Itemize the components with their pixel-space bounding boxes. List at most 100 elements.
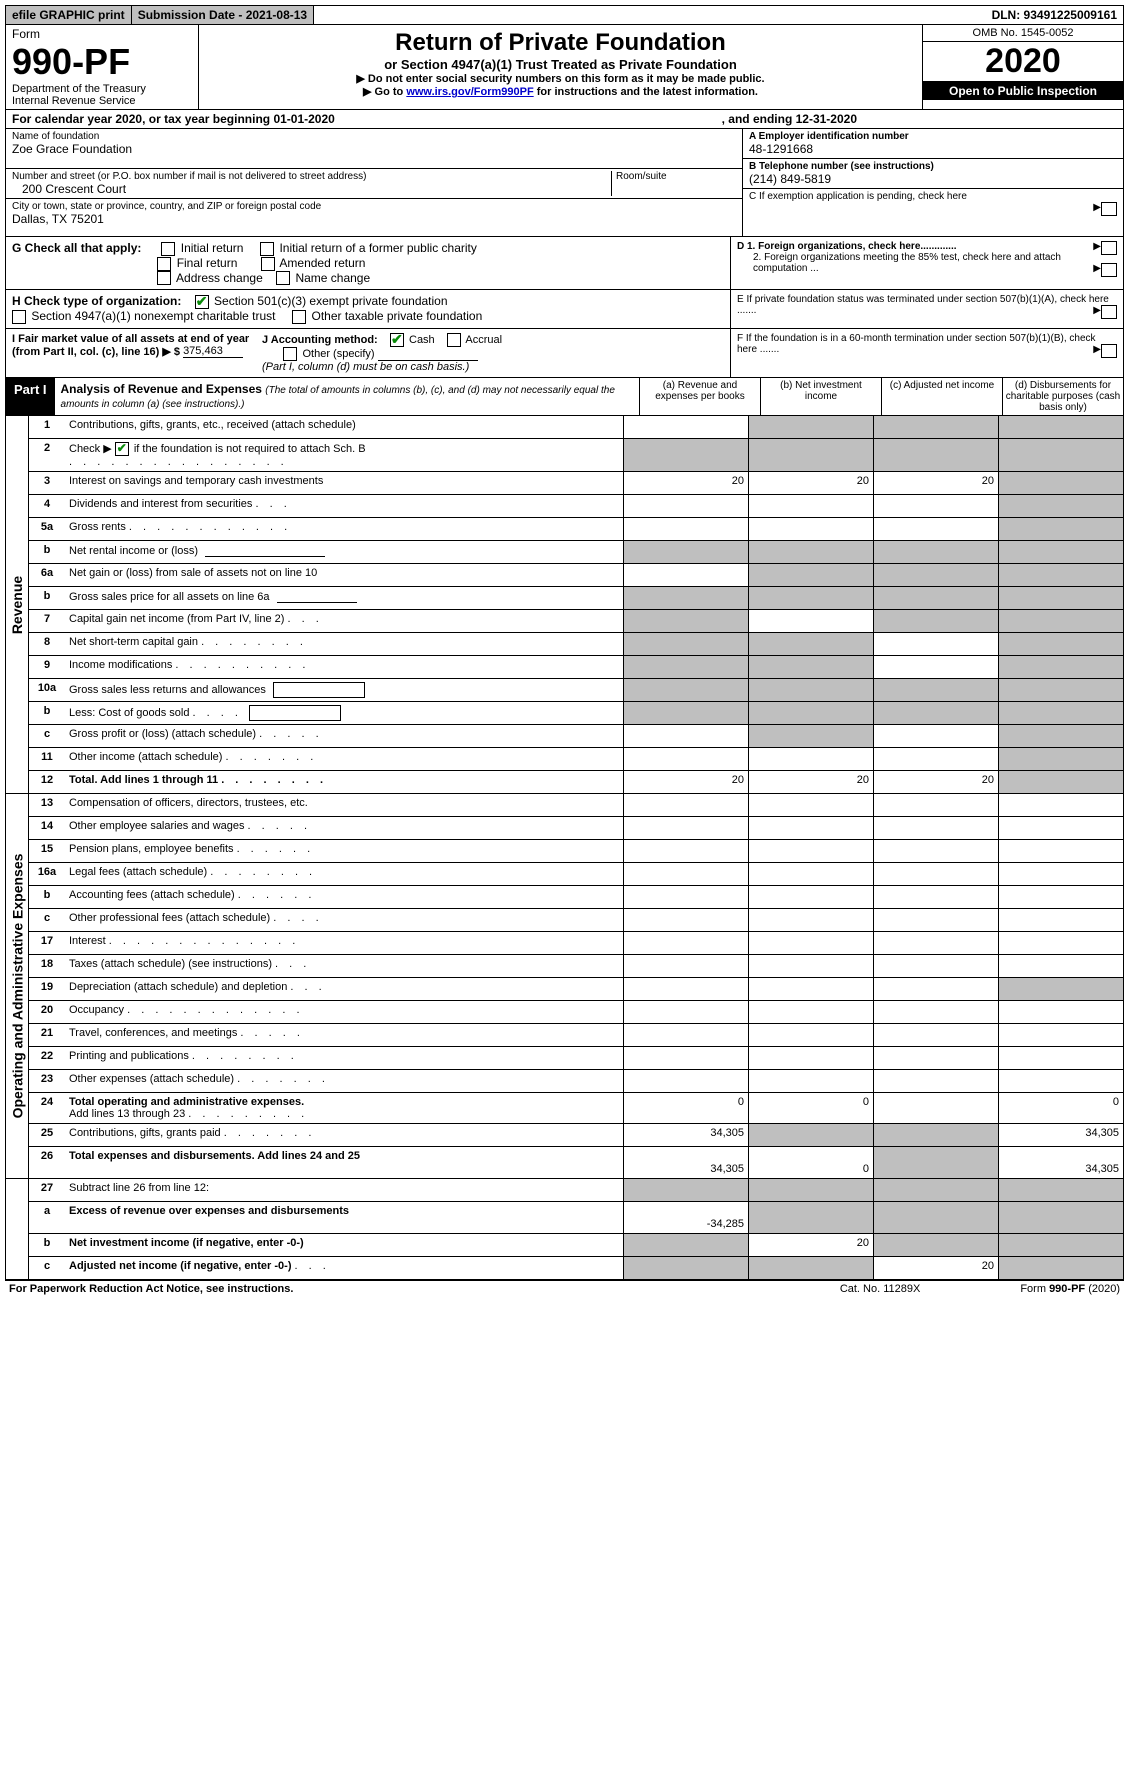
cb-amended-return[interactable] [261,257,275,271]
form-header: Form 990-PF Department of the Treasury I… [5,25,1124,110]
row-11: 11Other income (attach schedule) . . . .… [29,748,1123,771]
tax-year: 2020 [923,42,1123,82]
cb-4947a1[interactable] [12,310,26,324]
cb-name-change[interactable] [276,271,290,285]
cb-cash[interactable] [390,333,404,347]
r17-desc: Interest . . . . . . . . . . . . . . [65,932,623,954]
r5b-desc: Net rental income or (loss) [65,541,623,563]
r3-c: 20 [873,472,998,494]
d1-checkbox[interactable] [1101,241,1117,255]
cal-pad [857,112,1117,126]
open-to-public: Open to Public Inspection [923,82,1123,100]
g6: Name change [295,271,370,285]
e-checkbox[interactable] [1101,305,1117,319]
form-number: 990-PF [12,41,192,83]
r1-desc: Contributions, gifts, grants, etc., rece… [65,416,623,438]
cb-address-change[interactable] [157,271,171,285]
r27b-b: 20 [748,1234,873,1256]
part1-header: Part I Analysis of Revenue and Expenses … [5,378,1124,416]
r18-t: Taxes (attach schedule) (see instruction… [69,958,272,970]
r2-desc: Check ▶ if the foundation is not require… [65,439,623,471]
f-section: F If the foundation is in a 60-month ter… [730,329,1123,377]
info-left: Name of foundation Zoe Grace Foundation … [6,129,742,236]
row-21: 21Travel, conferences, and meetings . . … [29,1024,1123,1047]
g2: Initial return of a former public charit… [279,241,476,255]
revenue-side-label: Revenue [6,416,29,793]
r6a-desc: Net gain or (loss) from sale of assets n… [65,564,623,586]
submission-date: Submission Date - 2021-08-13 [132,6,314,24]
row-10c: cGross profit or (loss) (attach schedule… [29,725,1123,748]
r8-t: Net short-term capital gain [69,636,198,648]
cb-no-schb[interactable] [115,442,129,456]
addr-col: Number and street (or P.O. box number if… [12,171,611,196]
r11-desc: Other income (attach schedule) . . . . .… [65,748,623,770]
efile-print-button[interactable]: efile GRAPHIC print [6,6,132,24]
col-d-hdr: (d) Disbursements for charitable purpose… [1002,378,1123,415]
r26-a: 34,305 [623,1147,748,1178]
street-address: 200 Crescent Court [12,182,611,196]
r21-t: Travel, conferences, and meetings [69,1027,237,1039]
expenses-side-label: Operating and Administrative Expenses [6,794,29,1178]
cb-other-method[interactable] [283,347,297,361]
ein-label: A Employer identification number [749,131,1117,142]
d1-text: D 1. Foreign organizations, check here..… [737,241,957,252]
cb-final-return[interactable] [157,257,171,271]
info-right: A Employer identification number 48-1291… [742,129,1123,236]
r26-d: 34,305 [998,1147,1123,1178]
r22-desc: Printing and publications . . . . . . . … [65,1047,623,1069]
row-8: 8Net short-term capital gain . . . . . .… [29,633,1123,656]
r12-t: Total. Add lines 1 through 11 [69,774,218,786]
cal-end: , and ending 12-31-2020 [722,112,857,126]
d-section: D 1. Foreign organizations, check here..… [730,237,1123,289]
c-text: C If exemption application is pending, c… [749,191,967,202]
d2-checkbox[interactable] [1101,263,1117,277]
r27b-desc: Net investment income (if negative, ente… [65,1234,623,1256]
r27-desc: Subtract line 26 from line 12: [65,1179,623,1201]
row-13: 13Compensation of officers, directors, t… [29,794,1123,817]
instr-post: for instructions and the latest informat… [534,86,758,98]
g4: Amended return [279,256,365,270]
cb-initial-return[interactable] [161,242,175,256]
g-section: G Check all that apply: Initial return I… [6,237,730,289]
cb-501c3[interactable] [195,295,209,309]
revenue-body: 1Contributions, gifts, grants, etc., rec… [29,416,1123,793]
r27a-desc: Excess of revenue over expenses and disb… [65,1202,623,1233]
room-col: Room/suite [611,171,736,196]
r10a-t: Gross sales less returns and allowances [69,684,266,696]
form-subtitle: or Section 4947(a)(1) Trust Treated as P… [203,57,918,72]
r24a-t: Total operating and administrative expen… [69,1096,304,1108]
row-4: 4Dividends and interest from securities … [29,495,1123,518]
r2b: if the foundation is not required to att… [134,443,366,455]
cb-accrual[interactable] [447,333,461,347]
address-cell: Number and street (or P.O. box number if… [6,169,742,199]
f-checkbox[interactable] [1101,344,1117,358]
r16a-desc: Legal fees (attach schedule) . . . . . .… [65,863,623,885]
f-text: F If the foundation is in a 60-month ter… [737,333,1096,355]
h-e-row: H Check type of organization: Section 50… [5,290,1124,329]
j3: Other (specify) [302,348,374,360]
r27c-c: 20 [873,1257,998,1279]
foundation-name-cell: Name of foundation Zoe Grace Foundation [6,129,742,169]
form-word: Form [12,27,192,41]
part1-title: Analysis of Revenue and Expenses [61,382,262,396]
g5: Address change [176,271,263,285]
g-d-row: G Check all that apply: Initial return I… [5,237,1124,290]
l27-body: 27Subtract line 26 from line 12: aExcess… [29,1179,1123,1279]
r18-desc: Taxes (attach schedule) (see instruction… [65,955,623,977]
r5a-t: Gross rents [69,521,126,533]
r27c-desc: Adjusted net income (if negative, enter … [65,1257,623,1279]
j1: Cash [409,334,435,346]
row-1: 1Contributions, gifts, grants, etc., rec… [29,416,1123,439]
j-col: J Accounting method: Cash Accrual Other … [262,333,724,373]
irs-link[interactable]: www.irs.gov/Form990PF [406,86,533,98]
cb-initial-former[interactable] [260,242,274,256]
r27c-t: Adjusted net income (if negative, enter … [69,1260,291,1272]
g-label: G Check all that apply: [12,241,141,255]
r13-desc: Compensation of officers, directors, tru… [65,794,623,816]
c-checkbox[interactable] [1101,202,1117,216]
row-27: 27Subtract line 26 from line 12: [29,1179,1123,1202]
r15-desc: Pension plans, employee benefits . . . .… [65,840,623,862]
cb-other-taxable[interactable] [292,310,306,324]
r16c-t: Other professional fees (attach schedule… [69,912,270,924]
row-18: 18Taxes (attach schedule) (see instructi… [29,955,1123,978]
